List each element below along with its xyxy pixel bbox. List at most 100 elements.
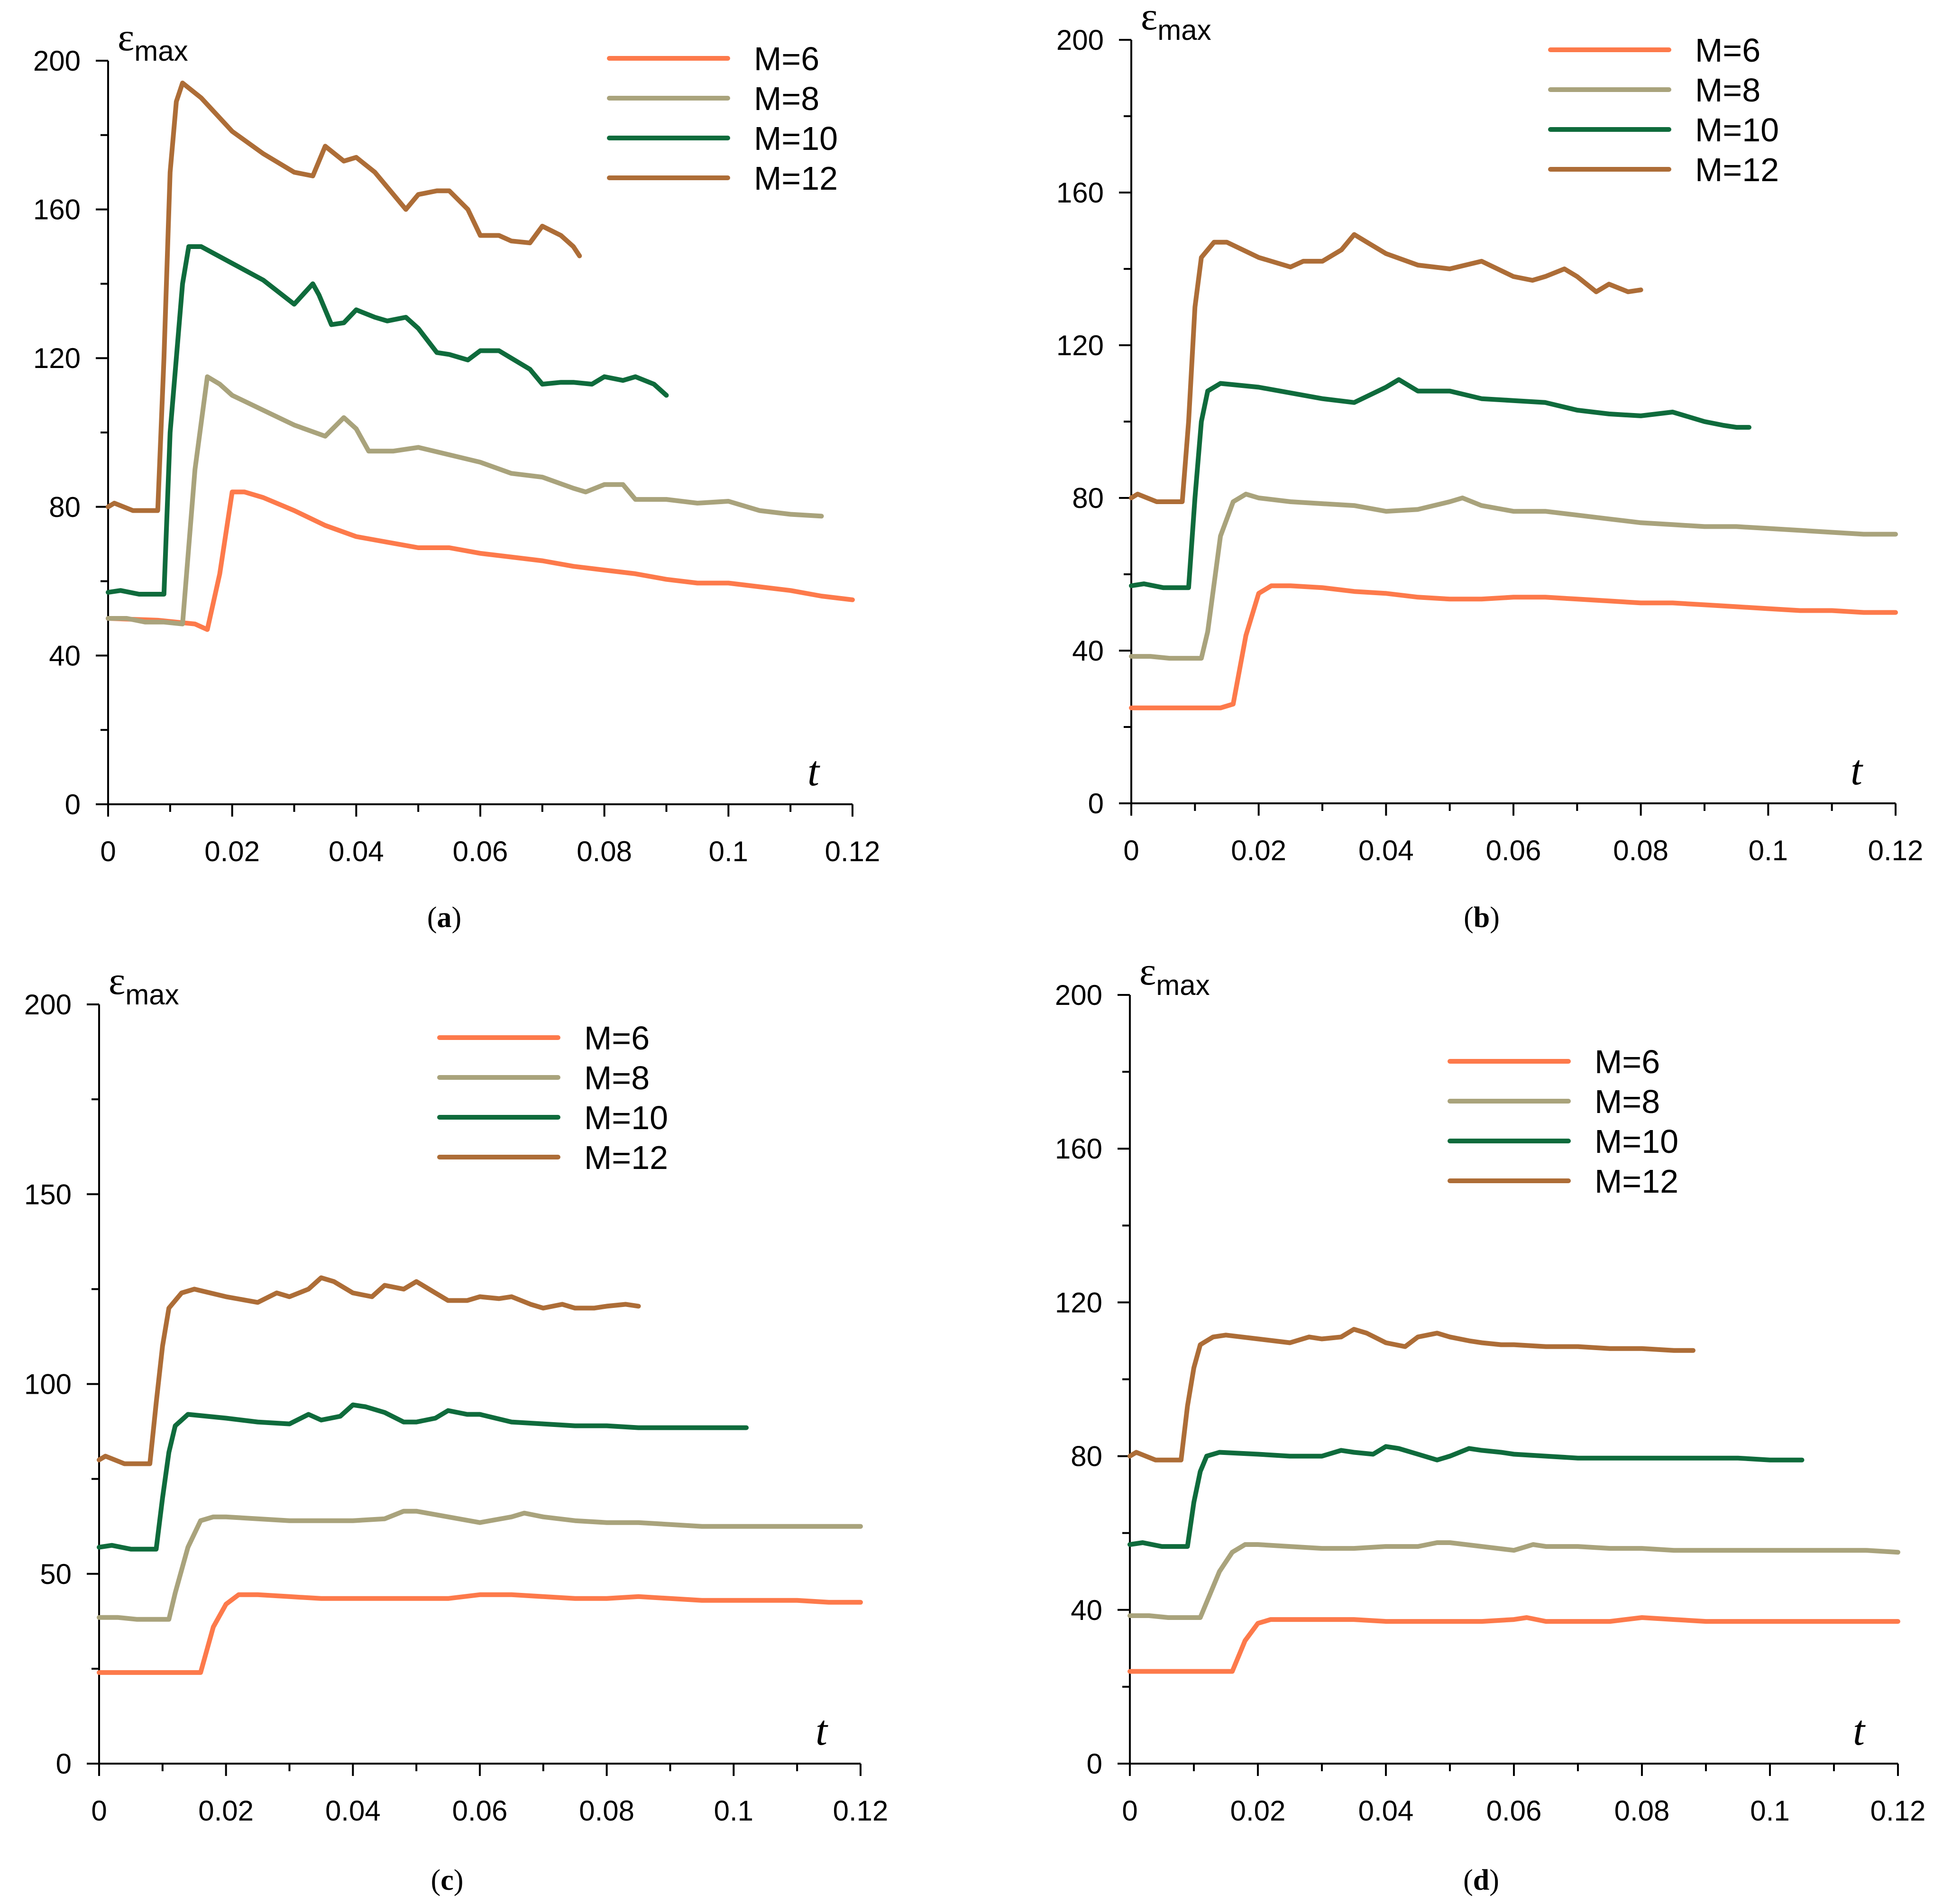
panel-b: 0 0.02 0.04 0.06 0.08 0.1 0.12 0 40 80 120 160 200 εm…	[1056, 0, 1924, 934]
series-line-m-6	[1127, 1615, 1900, 1674]
legend-label: M=6	[754, 40, 819, 77]
x-tick-label: 0.02	[198, 1795, 254, 1827]
y-axis-label-symbol: ε	[118, 15, 134, 59]
series-line-m-12	[97, 1275, 641, 1466]
y-tick-label: 160	[1056, 177, 1104, 209]
series-line-m-10	[1127, 1444, 1805, 1549]
y-axis-label-subscript: max	[125, 979, 179, 1011]
y-tick-label: 40	[49, 640, 81, 671]
legend-label: M=10	[1695, 111, 1779, 148]
y-axis-label-symbol: ε	[1141, 0, 1157, 38]
x-tick-label: 0.06	[1486, 835, 1541, 866]
legend-label: M=6	[584, 1020, 650, 1057]
series-line-m-12	[1129, 232, 1643, 504]
caption-paren: (	[1463, 1864, 1473, 1896]
x-axis-label: t	[816, 1707, 828, 1754]
y-tick-label: 200	[1056, 24, 1104, 56]
panel-c: 0 0.02 0.04 0.06 0.08 0.1 0.12 0 50 100 150 200 εmax…	[24, 959, 889, 1896]
legend-label: M=10	[1595, 1123, 1678, 1160]
y-tick-label: 150	[24, 1178, 72, 1210]
x-tick-label: 0.06	[453, 836, 508, 867]
legend-label: M=12	[1595, 1163, 1678, 1200]
y-tick-label: 200	[33, 45, 81, 77]
x-tick-label: 0.1	[1750, 1795, 1789, 1827]
y-axis-label-symbol: ε	[109, 959, 125, 1003]
panel-caption: (b)	[1464, 901, 1500, 934]
panel-d: 0 0.02 0.04 0.06 0.08 0.1 0.12 0 40 80 120 160 200 εm…	[1055, 949, 1926, 1896]
series-line-m-12	[106, 81, 582, 513]
x-tick-label: 0.04	[329, 836, 384, 867]
x-tick-label: 0.08	[577, 836, 632, 867]
series-line-m-10	[1129, 377, 1751, 590]
series-line-m-8	[106, 374, 824, 626]
x-tick-label: 0.04	[325, 1795, 381, 1827]
legend: M=6M=8M=10M=12	[607, 40, 838, 197]
legend-label: M=8	[584, 1059, 650, 1096]
y-axis-label: εmax	[1139, 949, 1210, 1001]
caption-paren: )	[452, 901, 462, 934]
legend-label: M=12	[584, 1139, 668, 1176]
series-line-m-10	[106, 244, 669, 597]
panel-caption: (c)	[431, 1864, 464, 1896]
y-tick-label: 0	[1087, 1748, 1102, 1780]
y-tick-label: 40	[1071, 1594, 1102, 1626]
y-tick-label: 80	[1072, 482, 1104, 514]
x-tick-label: 0.1	[1749, 835, 1788, 866]
series-line-m-8	[1127, 1540, 1900, 1620]
y-tick-label: 200	[24, 989, 72, 1021]
x-tick-label: 0	[1123, 835, 1139, 866]
legend-label: M=10	[754, 120, 838, 157]
y-tick-label: 0	[1088, 788, 1104, 819]
x-tick-label: 0.12	[833, 1795, 889, 1827]
x-tick-label: 0.12	[825, 836, 880, 867]
legend-label: M=6	[1595, 1043, 1660, 1080]
y-axis-label: εmax	[109, 959, 179, 1011]
x-tick-label: 0.08	[1614, 1795, 1670, 1827]
x-tick-label: 0.04	[1358, 835, 1414, 866]
series-line-m-6	[97, 1592, 863, 1675]
caption-paren: )	[1490, 901, 1500, 934]
x-tick-label: 0.06	[1486, 1795, 1542, 1827]
legend: M=6M=8M=10M=12	[1448, 1043, 1678, 1200]
x-tick-label: 0	[1122, 1795, 1137, 1827]
x-tick-label: 0.08	[579, 1795, 634, 1827]
x-tick-label: 0	[91, 1795, 107, 1827]
x-tick-label: 0.12	[1868, 835, 1924, 866]
x-tick-label: 0.04	[1358, 1795, 1414, 1827]
y-tick-label: 120	[33, 342, 81, 374]
caption-letter: d	[1473, 1864, 1489, 1896]
series-line-m-10	[97, 1402, 749, 1552]
x-tick-label: 0.12	[1870, 1795, 1926, 1827]
x-tick-label: 0	[100, 836, 116, 867]
y-tick-label: 50	[40, 1558, 72, 1590]
legend-label: M=8	[754, 80, 819, 117]
legend-label: M=6	[1695, 32, 1760, 69]
x-tick-label: 0.08	[1613, 835, 1668, 866]
panel-a: 0 0.02 0.04 0.06 0.08 0.1 0.12 0 40 80 120 160 200 εm…	[33, 15, 880, 934]
legend-label: M=12	[1695, 151, 1779, 188]
caption-paren: )	[454, 1864, 464, 1896]
x-tick-label: 0.06	[452, 1795, 508, 1827]
panel-caption: (a)	[427, 901, 461, 934]
y-tick-label: 120	[1055, 1287, 1102, 1318]
y-axis-label: εmax	[118, 15, 188, 67]
x-tick-label: 0.02	[1230, 1795, 1286, 1827]
series-line-m-6	[1129, 583, 1898, 710]
y-axis-label: εmax	[1141, 0, 1211, 46]
y-tick-label: 0	[65, 789, 81, 820]
y-axis-label-subscript: max	[1156, 969, 1210, 1001]
panel-caption: (d)	[1463, 1864, 1499, 1896]
legend-label: M=10	[584, 1099, 668, 1136]
y-tick-label: 160	[1055, 1133, 1102, 1165]
legend-label: M=12	[754, 160, 838, 197]
legend-label: M=8	[1595, 1083, 1660, 1120]
series-line-m-6	[106, 489, 855, 632]
caption-paren: (	[431, 1864, 441, 1896]
legend: M=6M=8M=10M=12	[437, 1020, 668, 1176]
series-line-m-12	[1127, 1327, 1696, 1462]
x-tick-label: 0.02	[204, 836, 260, 867]
caption-letter: a	[437, 901, 452, 934]
y-axis-label-subscript: max	[134, 35, 188, 67]
series-line-m-8	[1129, 491, 1898, 661]
